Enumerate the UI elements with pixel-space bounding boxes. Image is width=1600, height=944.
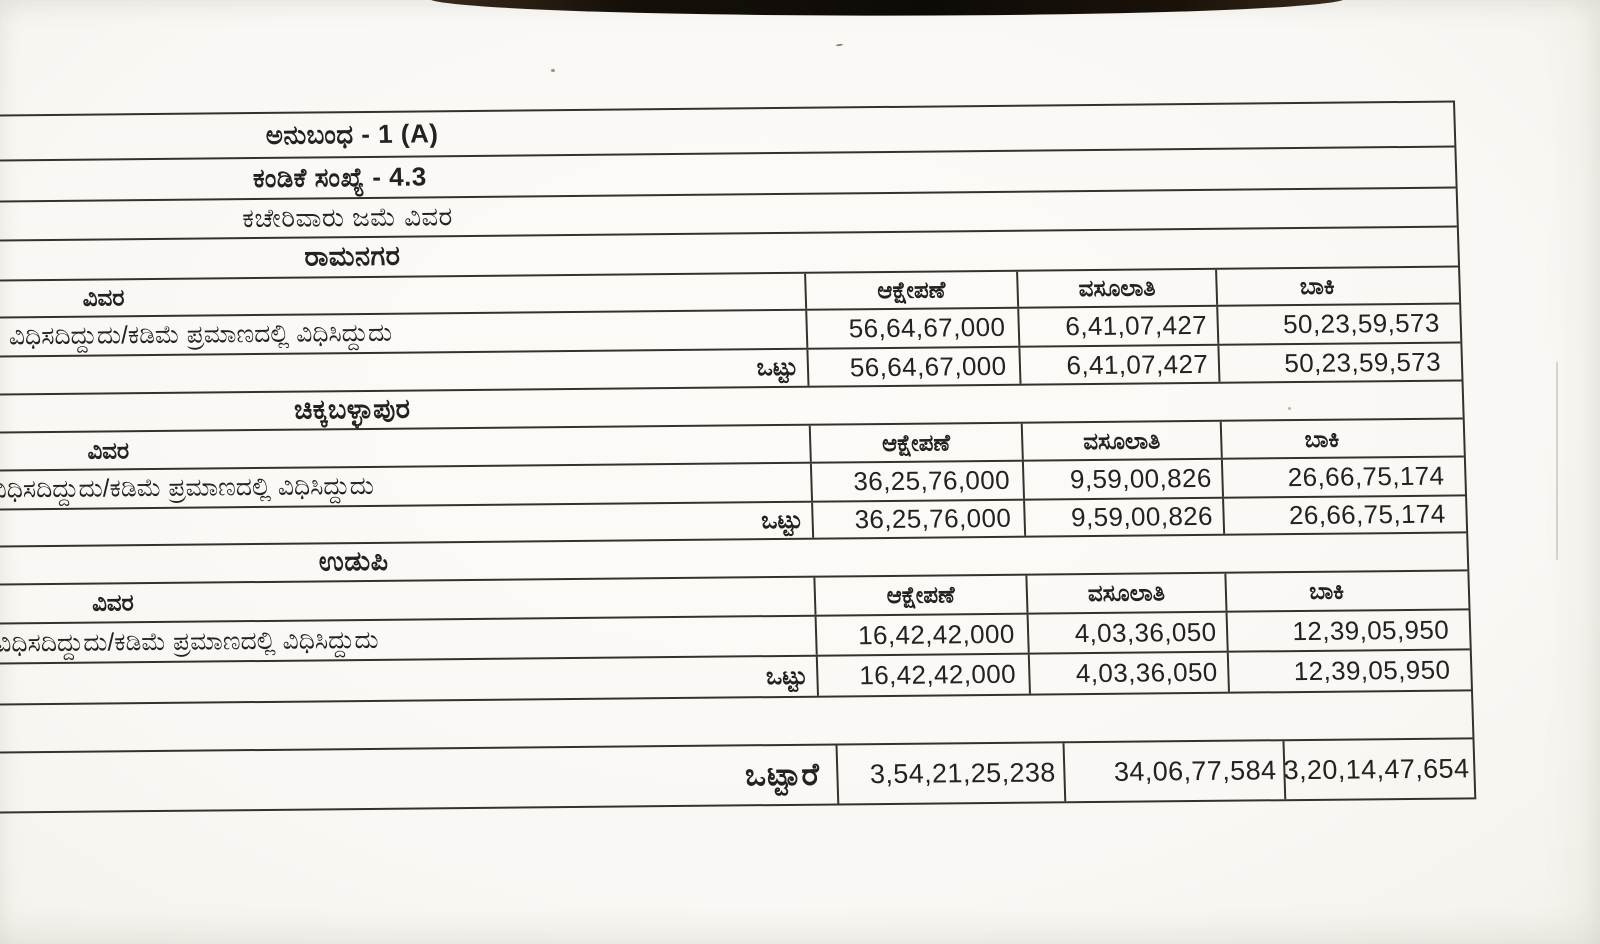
objection-value-cell: 16,42,42,000 [814, 614, 1028, 655]
section-body: ವಿವರ ಆಕ್ಷೇಪಣೆ ವಸೂಲಾತಿ ಬಾಕಿ ವಿಧಿಸದಿದ್ದುದು… [0, 419, 1467, 548]
column-header-balance: ಬಾಕಿ [1215, 267, 1460, 305]
photo-background-edge [428, 0, 1346, 16]
balance-value-cell: 50,23,59,573 [1216, 304, 1461, 344]
subject-title: ಕಚೇರಿವಾರು ಜಮೆ ವಿವರ [241, 200, 454, 233]
row-label-cell: ವಿಧಿಸದಿದ್ದುದು/ಕಡಿಮೆ ಪ್ರಮಾಣದಲ್ಲಿ ವಿಧಿಸಿದ್… [8, 318, 393, 351]
total-label-cell: ಒಟ್ಟು [765, 662, 808, 690]
total-balance-cell: 50,23,59,573 [1217, 343, 1462, 382]
grand-total-balance-cell: 3,20,14,47,654 [1282, 739, 1475, 800]
recovery-value-cell: 6,41,07,427 [1016, 306, 1218, 346]
grand-total-objection-cell: 3,54,21,25,238 [835, 743, 1065, 804]
total-objection-cell: 56,64,67,000 [806, 347, 1020, 386]
grand-total-label-cell: ಒಟ್ಟಾರೆ [744, 756, 821, 792]
paper-speck [551, 69, 555, 72]
annexure-title: ಅನುಬಂಧ - 1 (A) [265, 117, 439, 150]
column-header-recovery: ವಸೂಲಾತಿ [1024, 573, 1226, 613]
section-name: ಉಡುಪಿ [318, 545, 389, 577]
credit-details-table: ಅನುಬಂಧ - 1 (A) ಕಂಡಿಕೆ ಸಂಖ್ಯೆ - 4.3 ಕಚೇರಿ… [0, 100, 1477, 814]
column-header-objection: ಆಕ್ಷೇಪಣೆ [804, 271, 1017, 309]
total-objection-cell: 36,25,76,000 [810, 500, 1024, 538]
column-header-details: ವಿವರ [86, 436, 130, 464]
column-header-recovery: ವಸೂಲಾತಿ [1015, 269, 1217, 307]
total-objection-cell: 16,42,42,000 [815, 654, 1029, 696]
total-recovery-cell: 9,59,00,826 [1022, 498, 1224, 536]
balance-value-cell: 12,39,05,950 [1225, 610, 1470, 651]
total-recovery-cell: 6,41,07,427 [1017, 345, 1219, 384]
balance-value-cell: 26,66,75,174 [1221, 457, 1465, 497]
objection-value-cell: 56,64,67,000 [805, 308, 1018, 348]
total-label-cell: ಒಟ್ಟು [756, 353, 799, 382]
paper-speck [1288, 407, 1291, 410]
total-balance-cell: 12,39,05,950 [1227, 650, 1471, 692]
grand-total-row: ಒಟ್ಟಾರೆ 3,54,21,25,238 34,06,77,584 3,20… [0, 739, 1475, 814]
row-label-cell: ವಿಧಿಸದಿದ್ದುದು/ಕಡಿಮೆ ಪ್ರಮಾಣದಲ್ಲಿ ವಿಧಿಸಿದ್… [0, 625, 379, 658]
row-label-cell: ವಿಧಿಸದಿದ್ದುದು/ಕಡಿಮೆ ಪ್ರಮಾಣದಲ್ಲಿ ವಿಧಿಸಿದ್… [0, 471, 375, 504]
section-body: ವಿವರ ಆಕ್ಷೇಪಣೆ ವಸೂಲಾತಿ ಬಾಕಿ ವಿಧಿಸದಿದ್ದುದು… [0, 571, 1472, 706]
column-header-recovery: ವಸೂಲಾತಿ [1020, 421, 1222, 460]
total-label-cell: ಒಟ್ಟು [760, 506, 803, 534]
recovery-value-cell: 4,03,36,050 [1026, 612, 1228, 653]
column-header-balance: ಬಾಕಿ [1220, 419, 1464, 458]
grand-total-recovery-cell: 34,06,77,584 [1062, 741, 1285, 802]
section-name: ಚಿಕ್ಕಬಳ್ಳಾಪುರ [293, 393, 411, 425]
section-body: ವಿವರ ಆಕ್ಷೇಪಣೆ ವಸೂಲಾತಿ ಬಾಕಿ ವಿಧಿಸದಿದ್ದುದು… [0, 267, 1462, 396]
total-balance-cell: 26,66,75,174 [1222, 496, 1467, 534]
paper-crease [1556, 362, 1558, 560]
column-header-objection: ಆಕ್ಷೇಪಣೆ [808, 423, 1022, 462]
recovery-value-cell: 9,59,00,826 [1021, 459, 1223, 499]
paper-speck [835, 43, 844, 47]
objection-value-cell: 36,25,76,000 [809, 461, 1023, 501]
column-header-details: ವಿವರ [91, 589, 135, 616]
column-header-objection: ಆಕ್ಷೇಪಣೆ [813, 575, 1027, 615]
paragraph-number: ಕಂಡಿಕೆ ಸಂಖ್ಯೆ - 4.3 [252, 160, 428, 193]
column-header-details: ವಿವರ [82, 284, 125, 311]
total-recovery-cell: 4,03,36,050 [1027, 652, 1229, 694]
column-header-balance: ಬಾಕಿ [1224, 571, 1469, 611]
section-name: ರಾಮನಗರ [303, 240, 401, 272]
